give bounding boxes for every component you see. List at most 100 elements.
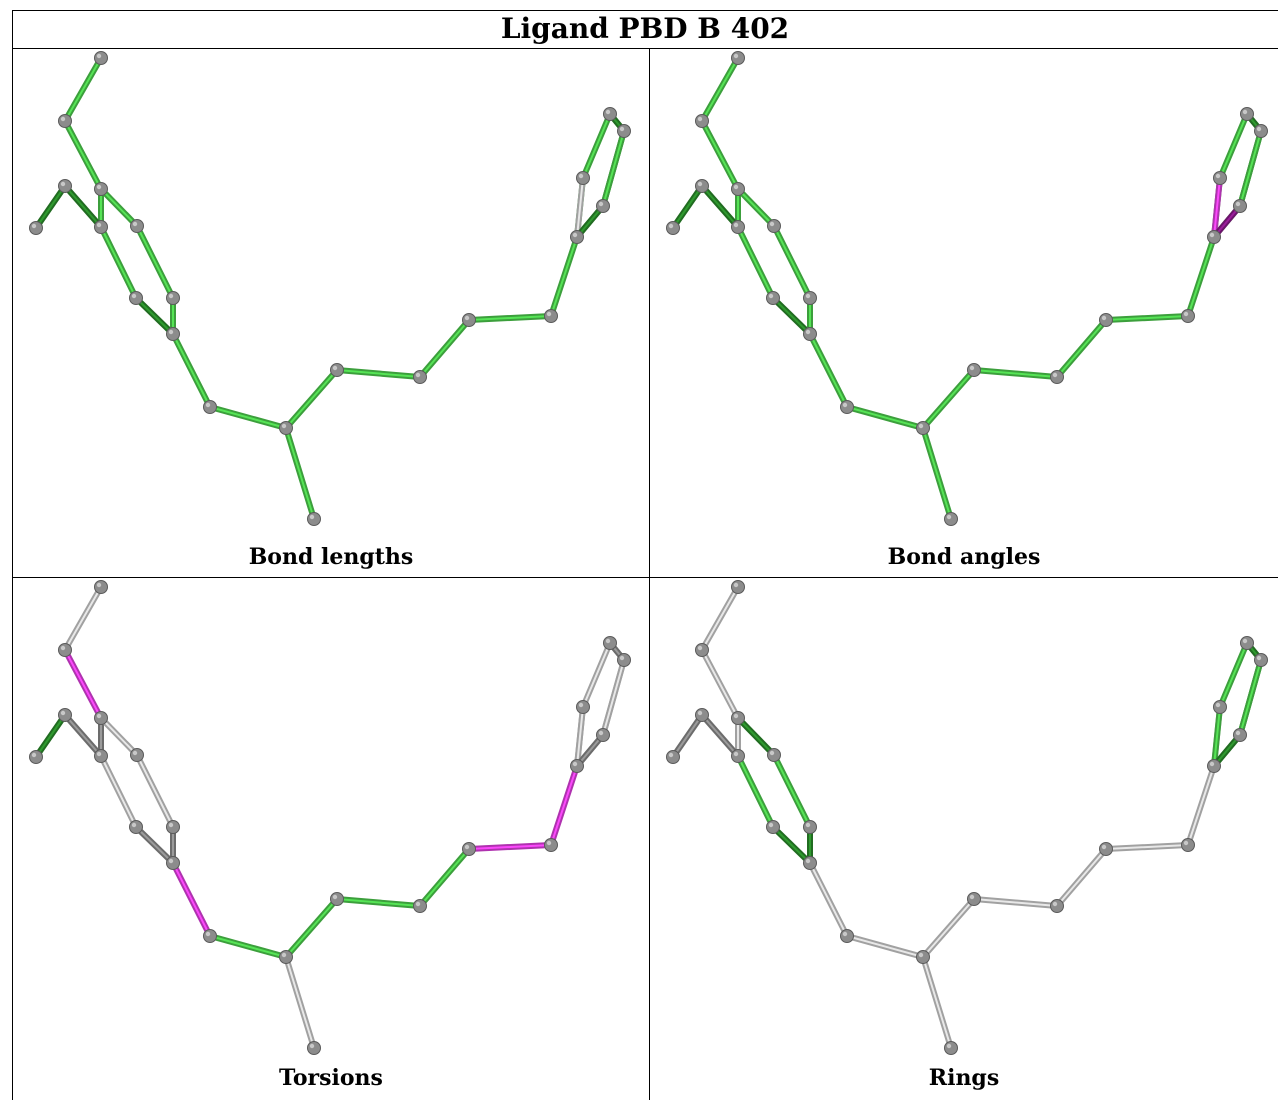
bond-highlight-b09 bbox=[135, 297, 174, 335]
atom-a8 bbox=[803, 291, 817, 305]
bond-highlight-b14 bbox=[922, 369, 975, 429]
atom-shine-a5 bbox=[697, 710, 703, 716]
atom-shine-a13 bbox=[309, 1043, 315, 1049]
atom-a15 bbox=[1050, 370, 1064, 384]
atom-a14 bbox=[967, 892, 981, 906]
atom-shine-a5 bbox=[697, 181, 703, 187]
bond-highlight-b15 bbox=[336, 898, 421, 907]
atom-shine-a11 bbox=[842, 931, 848, 937]
atom-a18 bbox=[1207, 230, 1221, 244]
atom-a6 bbox=[666, 750, 680, 764]
atom-a20 bbox=[1240, 107, 1254, 121]
atom-a12 bbox=[279, 421, 293, 435]
atom-shine-a9 bbox=[768, 293, 774, 299]
atom-shine-a15 bbox=[415, 901, 421, 907]
atom-a9 bbox=[129, 820, 143, 834]
atom-a2 bbox=[695, 643, 709, 657]
atom-shine-a5 bbox=[60, 181, 66, 187]
panel-caption: Bond lengths bbox=[248, 544, 414, 570]
atom-a11 bbox=[203, 929, 217, 943]
atom-shine-a16 bbox=[1101, 315, 1107, 321]
atom-shine-a10 bbox=[168, 858, 174, 864]
atom-shine-a10 bbox=[168, 329, 174, 335]
atom-shine-a16 bbox=[464, 315, 470, 321]
bond-highlight-b12 bbox=[209, 935, 287, 958]
bond-highlight-b04 bbox=[100, 188, 138, 227]
atom-a10 bbox=[803, 856, 817, 870]
atom-shine-a22 bbox=[598, 730, 604, 736]
row-divider bbox=[12, 577, 1278, 578]
atom-shine-a15 bbox=[1052, 901, 1058, 907]
bond-highlight-b12 bbox=[209, 406, 287, 429]
bond-highlight-b02 bbox=[701, 649, 739, 719]
atom-a2 bbox=[58, 114, 72, 128]
atom-a22 bbox=[596, 728, 610, 742]
panel-torsions: Torsions bbox=[13, 578, 649, 1100]
atom-shine-a1 bbox=[733, 582, 739, 588]
bond-highlight-b02 bbox=[64, 649, 102, 719]
atom-a19 bbox=[576, 171, 590, 185]
bond-highlight-b12 bbox=[846, 935, 924, 958]
bond-highlight-b16 bbox=[1056, 319, 1107, 378]
atom-a6 bbox=[29, 221, 43, 235]
atom-a16 bbox=[462, 313, 476, 327]
atom-shine-a10 bbox=[805, 858, 811, 864]
atom-a8 bbox=[166, 291, 180, 305]
atom-a21 bbox=[1254, 124, 1268, 138]
atom-a17 bbox=[544, 309, 558, 323]
atom-shine-a11 bbox=[205, 402, 211, 408]
bond-highlight-b05 bbox=[701, 185, 739, 228]
bond-highlight-b14 bbox=[922, 898, 975, 958]
bond-highlight-b20 bbox=[582, 113, 611, 179]
atom-a13 bbox=[307, 512, 321, 526]
atom-shine-a3 bbox=[96, 713, 102, 719]
bond-highlight-b16 bbox=[419, 319, 470, 378]
atom-a13 bbox=[307, 1041, 321, 1055]
atom-shine-a22 bbox=[598, 201, 604, 207]
atom-shine-a4 bbox=[733, 751, 739, 757]
atom-shine-a20 bbox=[605, 638, 611, 644]
atom-shine-a2 bbox=[60, 645, 66, 651]
atom-shine-a11 bbox=[842, 402, 848, 408]
atom-shine-a15 bbox=[1052, 372, 1058, 378]
bond-highlight-b01 bbox=[64, 586, 102, 651]
atom-a9 bbox=[766, 820, 780, 834]
atom-a9 bbox=[766, 291, 780, 305]
atom-a7 bbox=[130, 219, 144, 233]
atom-a7 bbox=[767, 748, 781, 762]
atom-shine-a21 bbox=[1256, 655, 1262, 661]
atom-a1 bbox=[94, 51, 108, 65]
atom-a16 bbox=[1099, 842, 1113, 856]
bond-highlight-b25 bbox=[1239, 659, 1262, 736]
atom-shine-a2 bbox=[697, 116, 703, 122]
atom-a15 bbox=[1050, 899, 1064, 913]
atom-a15 bbox=[413, 899, 427, 913]
bond-highlight-b16 bbox=[1056, 848, 1107, 907]
bond-highlight-b08 bbox=[773, 754, 811, 828]
atom-a11 bbox=[840, 400, 854, 414]
bond-highlight-b01 bbox=[701, 586, 739, 651]
bond-highlight-b09 bbox=[772, 826, 811, 864]
bond-highlight-b06 bbox=[672, 714, 703, 758]
bond-highlight-b05 bbox=[701, 714, 739, 757]
atom-shine-a9 bbox=[131, 293, 137, 299]
bond-highlight-b05 bbox=[64, 185, 102, 228]
atom-a12 bbox=[916, 421, 930, 435]
atom-a7 bbox=[767, 219, 781, 233]
atom-shine-a1 bbox=[96, 582, 102, 588]
bond-highlight-b04 bbox=[100, 717, 138, 756]
atom-a13 bbox=[944, 1041, 958, 1055]
atom-shine-a12 bbox=[918, 423, 924, 429]
atom-shine-a3 bbox=[733, 713, 739, 719]
atom-shine-a6 bbox=[668, 752, 674, 758]
atom-shine-a10 bbox=[805, 329, 811, 335]
bond-highlight-b04 bbox=[737, 188, 775, 227]
atom-a1 bbox=[731, 580, 745, 594]
bond-highlight-b05 bbox=[64, 714, 102, 757]
bond-highlight-b18 bbox=[550, 765, 578, 846]
atom-shine-a2 bbox=[697, 645, 703, 651]
panel-bond-angles: Bond angles bbox=[650, 49, 1278, 577]
atom-a22 bbox=[1233, 199, 1247, 213]
atom-shine-a22 bbox=[1235, 730, 1241, 736]
